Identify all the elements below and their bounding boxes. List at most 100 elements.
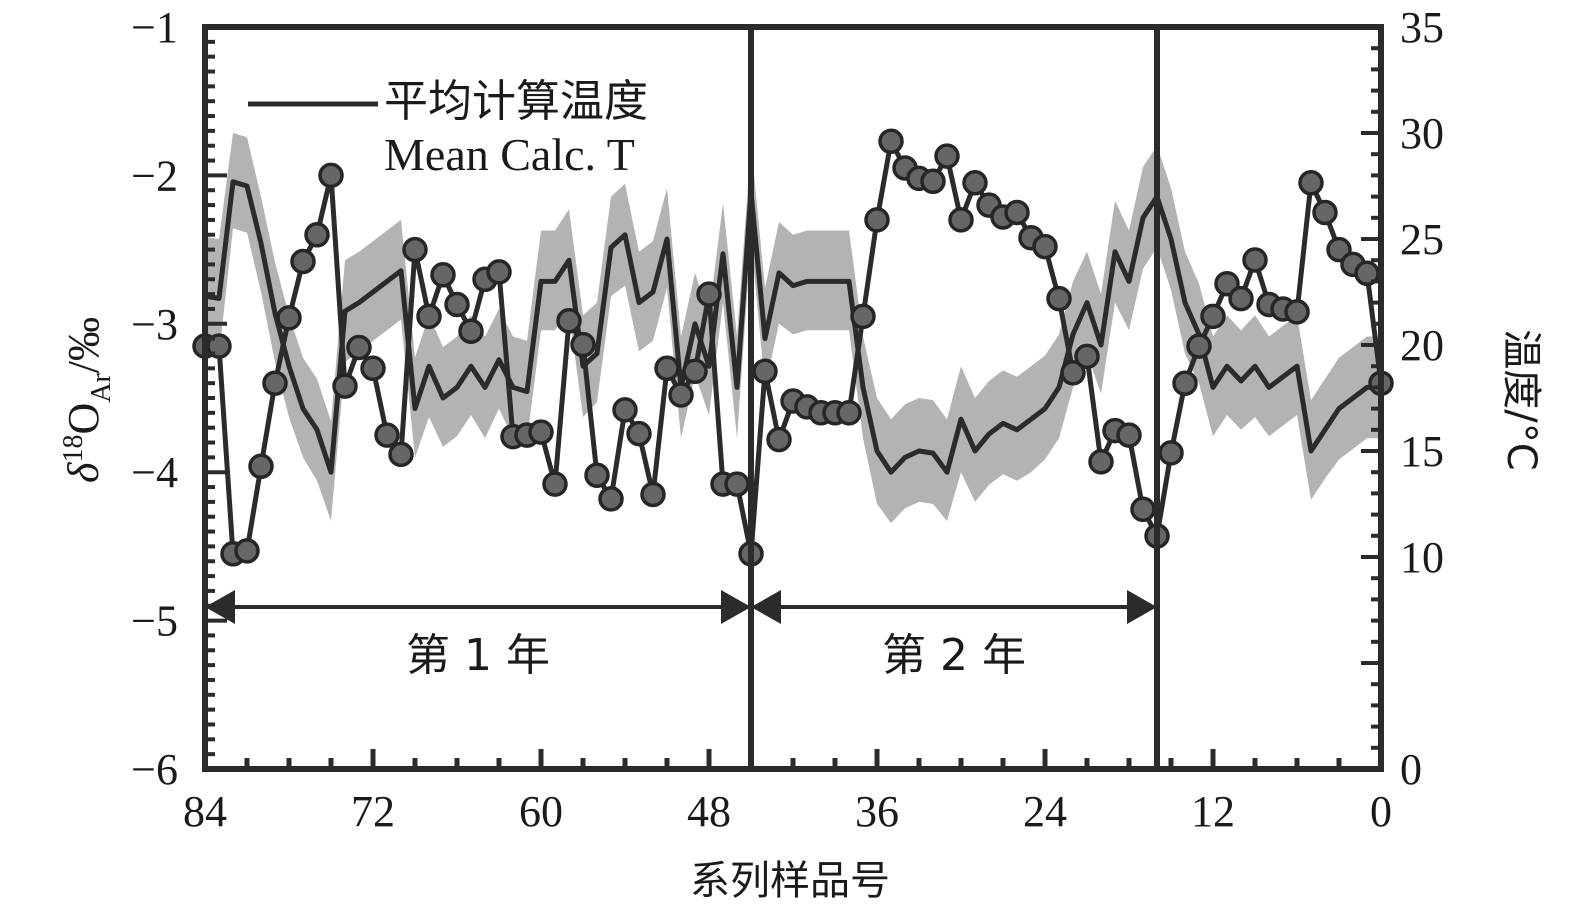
d18o-point [570,331,596,358]
d18o-point [1298,170,1324,196]
d18o-point [374,422,400,448]
y-title-sup: 18 [58,435,89,463]
d18o-point [766,426,792,453]
y-tick-label: −6 [131,745,178,794]
d18o-point [444,291,470,318]
d18o-point [1186,333,1212,359]
y2-tick-label: 0 [1400,745,1422,794]
y2-tick-label: 25 [1400,215,1444,264]
x-tick-label: 84 [183,787,227,836]
x-tick-label: 24 [1023,787,1067,836]
x-tick-label: 60 [519,787,563,836]
axis-ticks [202,25,1384,771]
y2-tick-label: 30 [1400,109,1444,158]
year-span-arrow-right [721,590,751,624]
legend-label-en: Mean Calc. T [384,129,635,180]
d18o-point [696,281,722,307]
year-span-arrow-left [205,590,235,624]
year-label: 第 2 年 [882,630,1026,681]
d18o-point [668,382,694,408]
d18o-point [346,334,372,361]
svg-text:δ18OAr/‰: δ18OAr/‰ [58,317,117,483]
d18o-point [1284,299,1310,325]
d18o-point [1116,422,1142,448]
d18o-point [584,462,610,488]
year-span-arrow-right [1127,590,1157,624]
y2-axis-title: 温度/°C [1498,329,1544,470]
d18o-point [682,358,708,385]
d18o-point [598,486,624,512]
d18o-point [1130,496,1156,523]
d18o-point [1242,247,1268,273]
d18o-point [1046,285,1072,312]
year-span-arrow-left [751,590,781,624]
d18o-point [948,207,974,233]
d18o-point [934,143,960,169]
d18o-point [864,207,890,233]
y-tick-label: −3 [131,300,178,349]
y-axis-title: δ18OAr/‰ [58,317,117,483]
d18o-point [528,419,554,445]
d18o-point [654,355,680,382]
y-tick-label: −1 [131,3,178,52]
d18o-point [556,308,582,334]
d18o-point [304,222,330,248]
y-title-sub: Ar [86,373,117,403]
x-tick-label: 12 [1191,787,1235,836]
legend-label-cn: 平均计算温度 [384,76,648,127]
x-tick-label: 0 [1370,787,1392,836]
y-tick-label: −4 [131,448,178,497]
d18o-point [1158,440,1184,466]
d18o-point [1004,199,1030,226]
d18o-point [920,168,946,195]
d18o-point [878,128,904,155]
d18o-point [458,318,484,344]
d18o-point [1228,285,1254,312]
d18o-point [1312,199,1338,226]
y-title-main: O [59,403,108,435]
d18o-point [1060,360,1086,386]
y2-tick-label: 20 [1400,321,1444,370]
d18o-point [262,370,288,396]
band-layer [205,133,1381,524]
y-title-unit: /‰ [59,317,108,373]
x-tick-label: 48 [687,787,731,836]
x-axis-title: 系列样品号 [690,858,890,904]
d18o-point [626,420,652,447]
d18o-point [962,170,988,196]
d18o-point [1032,233,1058,260]
y2-axis-title-text: 温度/°C [1498,329,1544,470]
d18o-point [542,471,568,497]
d18o-point [332,373,358,399]
d18o-point [752,358,778,385]
x-tick-label: 72 [351,787,395,836]
d18o-point [836,400,862,426]
temperature-line-layer [204,179,1381,475]
d18o-point [276,305,302,331]
d18o-point [612,397,638,423]
d18o-point [1172,370,1198,396]
legend: 平均计算温度 Mean Calc. T [248,76,648,180]
y2-tick-label: 35 [1400,3,1444,52]
tick-labels: 第 1 年 第 2 年 84 72 60 48 36 24 12 0 −1 −2 −3 −4 −5 −6 35 3… [131,3,1444,836]
x-tick-label: 36 [855,787,899,836]
d18o-point [640,481,666,508]
y-tick-label: −5 [131,597,178,646]
d18o-point [1088,449,1114,475]
d18o-point [1074,343,1100,370]
y2-tick-label: 15 [1400,427,1444,476]
y-title-delta: δ [59,461,108,483]
temperature-line [204,179,1381,475]
d18o-point [724,471,750,497]
d18o-point [290,248,316,275]
d18o-point [318,162,344,189]
year-label: 第 1 年 [406,630,550,681]
y2-tick-label: 10 [1400,533,1444,582]
d18o-point [850,303,876,330]
d18o-point [486,259,512,285]
d18o-point [402,236,428,263]
d18o-point [416,303,442,330]
d18o-point [430,262,456,288]
d18o-point [360,355,386,382]
